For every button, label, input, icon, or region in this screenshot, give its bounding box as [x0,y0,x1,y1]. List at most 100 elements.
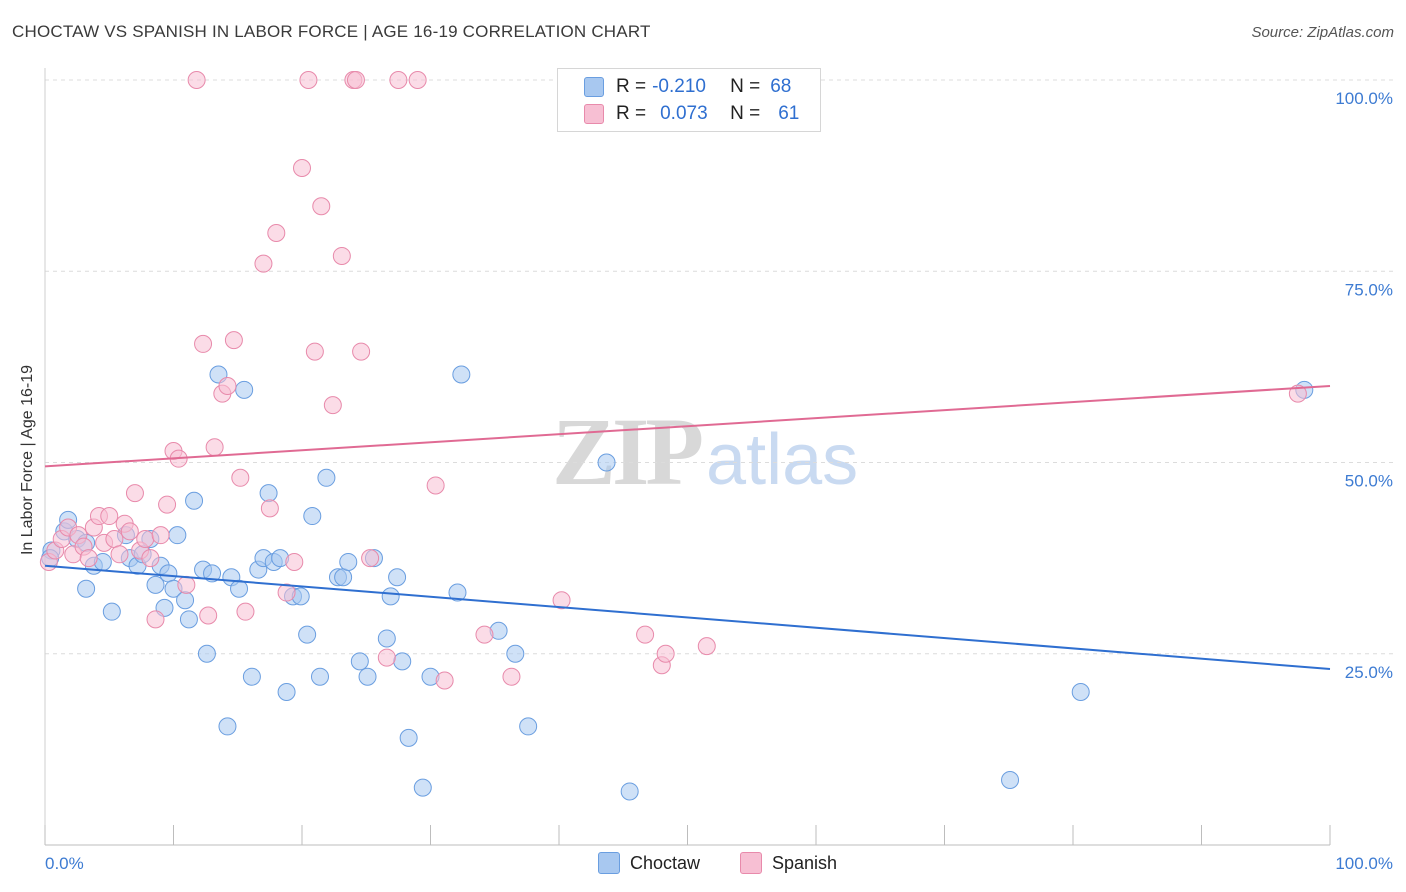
spanish-point [299,71,318,89]
watermark-atlas: atlas [706,420,859,500]
spanish-point [435,671,454,690]
choctaw-point [358,667,377,686]
spanish-point [352,342,371,361]
spanish-point [231,468,250,487]
spanish-point [125,484,144,503]
choctaw-swatch [584,77,604,97]
choctaw-point [452,365,471,384]
n-value: 68 [770,76,792,97]
choctaw-point [259,484,278,503]
spanish-point [361,549,380,568]
choctaw-point [310,667,329,686]
spanish-point [697,637,716,656]
choctaw-point [334,568,353,587]
spanish-point [475,625,494,644]
choctaw-point [179,610,198,629]
choctaw-point [242,667,261,686]
spanish-point [656,644,675,663]
y-tick-label: 25.0% [1345,663,1393,682]
choctaw-legend-swatch [598,852,620,874]
stats-legend-row-choctaw: R = -0.210 N = 68 [584,74,836,100]
spanish-point [199,606,218,625]
choctaw-point [388,568,407,587]
spanish-point [323,396,342,415]
n-value: 61 [778,103,800,124]
x-tick-label: 100.0% [1335,854,1393,873]
choctaw-point [197,644,216,663]
spanish-point [158,495,177,514]
choctaw-point [448,583,467,602]
source-credit: Source: ZipAtlas.com [1251,24,1394,41]
choctaw-point [298,625,317,644]
spanish-point [552,591,571,610]
choctaw-point [413,778,432,797]
choctaw-point [146,575,165,594]
spanish-point [346,71,365,89]
spanish-point [151,526,170,545]
spanish-point [293,158,311,177]
spanish-point [260,499,279,518]
spanish-point [389,71,408,89]
y-tick-label: 75.0% [1345,280,1393,299]
stats-legend: R = -0.210 N = 68 R = 0.073 N = 61 [557,68,821,132]
choctaw-point [377,629,396,648]
choctaw-point [620,782,639,801]
y-tick-label: 100.0% [1335,89,1393,108]
y-tick-label: 50.0% [1345,472,1393,491]
spanish-point [120,522,139,541]
spanish-point [177,575,196,594]
choctaw-point [218,717,237,736]
legend-item-choctaw: Choctaw [598,852,700,874]
choctaw-point [176,591,195,610]
choctaw-point [506,644,525,663]
choctaw-point [393,652,412,671]
choctaw-point [185,491,204,510]
spanish-point [141,549,160,568]
choctaw-point [1071,683,1090,701]
spanish-point [105,530,124,548]
choctaw-point [350,652,369,671]
r-label: R = [616,103,647,124]
choctaw-point [303,507,322,526]
choctaw-point [102,602,121,621]
choctaw-point [230,579,249,598]
choctaw-point [597,453,616,472]
choctaw-point [339,552,358,571]
spanish-point [79,549,98,568]
spanish-point [194,334,213,353]
spanish-point [312,197,331,216]
watermark-zip: ZIP [552,398,704,505]
spanish-point [218,377,237,395]
spanish-point [636,625,655,644]
stats-legend-row-spanish: R = 0.073 N = 61 [584,101,844,127]
watermark: ZIPatlas [552,396,858,507]
spanish-point [1288,384,1307,403]
spanish-point [236,602,255,621]
n-label: N = [730,103,761,124]
choctaw-point [1001,770,1020,789]
spanish-point [254,254,273,273]
choctaw-point [159,564,178,583]
spanish-point [100,507,119,526]
r-value: 0.073 [660,103,708,124]
choctaw-point [277,683,296,701]
spanish-point [146,610,165,629]
spanish-point [377,648,396,667]
spanish-point [267,224,286,242]
choctaw-point [381,587,400,606]
legend-item-spanish: Spanish [740,852,837,874]
spanish-swatch [584,104,604,124]
choctaw-point [168,526,187,545]
x-tick-label: 0.0% [45,854,84,873]
spanish-point [332,246,351,265]
choctaw-point [317,468,336,487]
choctaw-point [203,564,222,583]
chart-title: CHOCTAW VS SPANISH IN LABOR FORCE | AGE … [12,22,651,41]
choctaw-point [235,380,254,399]
spanish-legend-label: Spanish [772,852,838,873]
choctaw-point [77,579,96,598]
spanish-point [305,342,324,361]
choctaw-point [399,728,418,747]
choctaw-point [519,717,538,736]
